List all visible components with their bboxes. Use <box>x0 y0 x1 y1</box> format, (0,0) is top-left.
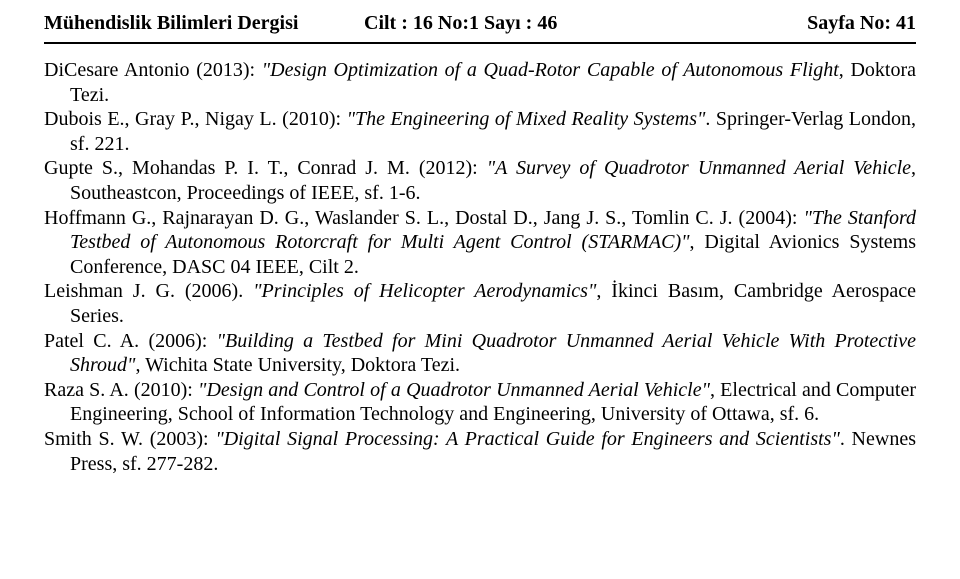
page-header: Mühendislik Bilimleri Dergisi Cilt : 16 … <box>44 12 916 44</box>
ref-authors: DiCesare Antonio (2013): <box>44 59 262 81</box>
header-issue: Cilt : 16 No:1 Sayı : 46 <box>364 12 557 35</box>
ref-authors: Smith S. W. (2003): <box>44 428 215 450</box>
ref-title: "Design Optimization of a Quad-Rotor Cap… <box>262 59 839 81</box>
ref-authors: Raza S. A. (2010): <box>44 379 198 401</box>
ref-authors: Hoffmann G., Rajnarayan D. G., Waslander… <box>44 207 803 229</box>
references: DiCesare Antonio (2013): "Design Optimiz… <box>44 58 916 476</box>
reference-entry: Patel C. A. (2006): "Building a Testbed … <box>44 329 916 378</box>
ref-tail: , Wichita State University, Doktora Tezi… <box>135 354 460 376</box>
reference-entry: Dubois E., Gray P., Nigay L. (2010): "Th… <box>44 107 916 156</box>
header-page: Sayfa No: 41 <box>807 12 916 35</box>
reference-entry: Smith S. W. (2003): "Digital Signal Proc… <box>44 427 916 476</box>
reference-entry: Gupte S., Mohandas P. I. T., Conrad J. M… <box>44 156 916 205</box>
ref-authors: Dubois E., Gray P., Nigay L. (2010): <box>44 108 347 130</box>
ref-title: "Digital Signal Processing: A Practical … <box>215 428 840 450</box>
ref-authors: Patel C. A. (2006): <box>44 330 217 352</box>
reference-entry: DiCesare Antonio (2013): "Design Optimiz… <box>44 58 916 107</box>
ref-authors: Leishman J. G. (2006). <box>44 280 253 302</box>
page: Mühendislik Bilimleri Dergisi Cilt : 16 … <box>0 0 960 476</box>
header-journal: Mühendislik Bilimleri Dergisi <box>44 12 298 35</box>
reference-entry: Raza S. A. (2010): "Design and Control o… <box>44 378 916 427</box>
ref-title: "A Survey of Quadrotor Unmanned Aerial V… <box>487 157 911 179</box>
ref-title: "Design and Control of a Quadrotor Unman… <box>198 379 710 401</box>
ref-title: "Principles of Helicopter Aerodynamics" <box>253 280 596 302</box>
reference-entry: Leishman J. G. (2006). "Principles of He… <box>44 279 916 328</box>
reference-entry: Hoffmann G., Rajnarayan D. G., Waslander… <box>44 206 916 280</box>
ref-authors: Gupte S., Mohandas P. I. T., Conrad J. M… <box>44 157 487 179</box>
ref-title: "The Engineering of Mixed Reality System… <box>347 108 706 130</box>
